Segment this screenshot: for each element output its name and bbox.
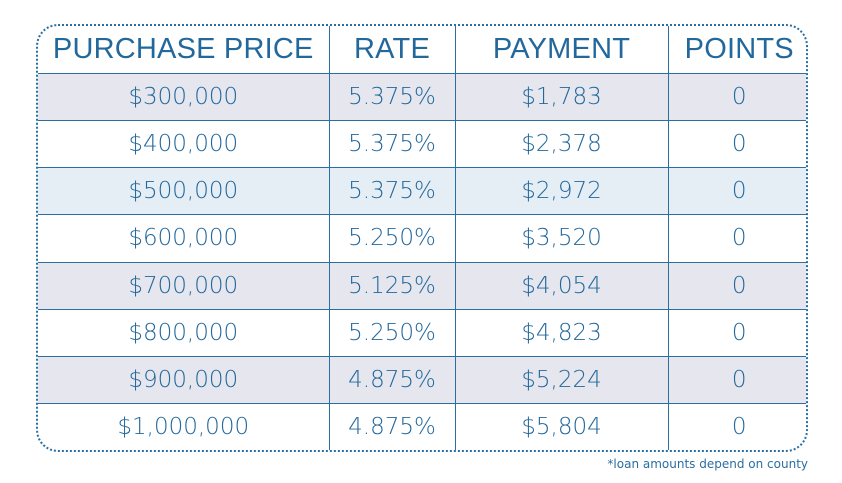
table-row: $300,000 5.375% $1,783 0 <box>38 72 806 122</box>
cell-points: 0 <box>667 402 806 450</box>
cell-points: 0 <box>667 120 806 169</box>
header-points: POINTS <box>667 26 806 74</box>
cell-rate: 5.250% <box>328 308 456 357</box>
cell-price: $700,000 <box>38 261 330 310</box>
cell-points: 0 <box>667 261 806 310</box>
header-payment: PAYMENT <box>454 26 669 74</box>
cell-payment: $2,378 <box>454 120 669 169</box>
table-row: $500,000 5.375% $2,972 0 <box>38 167 806 216</box>
cell-rate: 5.375% <box>328 167 456 216</box>
cell-points: 0 <box>667 308 806 357</box>
cell-price: $900,000 <box>38 355 330 404</box>
table-row: $600,000 5.250% $3,520 0 <box>38 214 806 263</box>
cell-payment: $5,804 <box>454 402 669 450</box>
rate-table: PURCHASE PRICE RATE PAYMENT POINTS $300,… <box>38 26 806 450</box>
table-row: $1,000,000 4.875% $5,804 0 <box>38 402 806 450</box>
cell-points: 0 <box>667 355 806 404</box>
rate-table-frame: PURCHASE PRICE RATE PAYMENT POINTS $300,… <box>36 24 808 452</box>
cell-payment: $1,783 <box>454 72 669 122</box>
cell-price: $600,000 <box>38 214 330 263</box>
table-row: $400,000 5.375% $2,378 0 <box>38 120 806 169</box>
table-row: $800,000 5.250% $4,823 0 <box>38 308 806 357</box>
cell-points: 0 <box>667 72 806 122</box>
cell-rate: 4.875% <box>328 402 456 450</box>
table-row: $900,000 4.875% $5,224 0 <box>38 355 806 404</box>
cell-points: 0 <box>667 167 806 216</box>
cell-rate: 5.250% <box>328 214 456 263</box>
cell-payment: $2,972 <box>454 167 669 216</box>
cell-points: 0 <box>667 214 806 263</box>
header-rate: RATE <box>328 26 456 74</box>
table-header-row: PURCHASE PRICE RATE PAYMENT POINTS <box>38 26 806 74</box>
cell-rate: 5.375% <box>328 72 456 122</box>
cell-payment: $4,054 <box>454 261 669 310</box>
cell-price: $500,000 <box>38 167 330 216</box>
table-row: $700,000 5.125% $4,054 0 <box>38 261 806 310</box>
cell-payment: $5,224 <box>454 355 669 404</box>
cell-price: $1,000,000 <box>38 402 330 450</box>
cell-rate: 4.875% <box>328 355 456 404</box>
cell-rate: 5.125% <box>328 261 456 310</box>
header-purchase-price: PURCHASE PRICE <box>38 26 330 74</box>
cell-payment: $4,823 <box>454 308 669 357</box>
cell-rate: 5.375% <box>328 120 456 169</box>
cell-payment: $3,520 <box>454 214 669 263</box>
cell-price: $300,000 <box>38 72 330 122</box>
cell-price: $800,000 <box>38 308 330 357</box>
cell-price: $400,000 <box>38 120 330 169</box>
footnote: *loan amounts depend on county <box>607 457 808 471</box>
